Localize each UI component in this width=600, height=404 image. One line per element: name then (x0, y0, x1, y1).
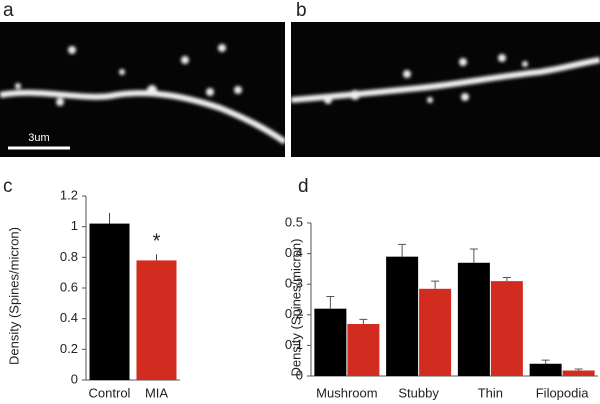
bar (314, 308, 347, 376)
annotation: * (153, 231, 161, 253)
error-bar (398, 243, 407, 257)
x-tick-label: Stubby (398, 385, 439, 400)
error-bar (326, 295, 335, 309)
y-tick-label: 0.4 (60, 310, 78, 325)
micrograph-b (291, 22, 600, 157)
bar (136, 260, 177, 380)
error-bar (431, 280, 440, 289)
y-tick-label: 1 (71, 218, 78, 233)
y-tick-label: 0.4 (285, 245, 303, 260)
x-tick-label: Filopodia (536, 385, 590, 400)
bar (347, 323, 380, 376)
dendrite-b (290, 54, 600, 104)
bar (457, 262, 490, 376)
panel-label: a (3, 0, 14, 21)
scale-bar-label: 3um (28, 132, 49, 144)
error-bar (502, 276, 511, 282)
y-axis-label: Density (Spines/micron) (288, 239, 303, 377)
y-tick-label: 1.2 (60, 187, 78, 202)
error-bar (359, 318, 368, 324)
y-tick-label: 0.6 (60, 279, 78, 294)
panel-label: d (298, 176, 309, 197)
bar (529, 363, 562, 376)
x-tick-label: Control (89, 385, 131, 400)
bar (386, 256, 419, 376)
dendrite-a (0, 44, 287, 145)
bar (562, 370, 595, 376)
bar (490, 281, 523, 376)
y-axis-label: Density (Spines/micron) (6, 227, 21, 365)
y-tick-label: 0.2 (60, 341, 78, 356)
error-bar (574, 368, 583, 371)
panel-label: c (3, 176, 13, 197)
panel-label: b (296, 0, 307, 21)
bar (89, 223, 130, 380)
y-tick-label: 0.2 (285, 306, 303, 321)
y-tick-label: 0.1 (285, 337, 303, 352)
x-tick-label: Mushroom (316, 385, 377, 400)
error-bar (541, 359, 550, 364)
y-tick-label: 0.3 (285, 276, 303, 291)
bar (419, 288, 452, 376)
y-tick-label: 0.5 (285, 214, 303, 229)
x-tick-label: Thin (478, 385, 503, 400)
y-tick-label: 0 (296, 367, 303, 382)
y-tick-label: 0 (71, 371, 78, 386)
error-bar (469, 248, 478, 263)
x-tick-label: MIA (145, 385, 168, 400)
y-tick-label: 0.8 (60, 249, 78, 264)
